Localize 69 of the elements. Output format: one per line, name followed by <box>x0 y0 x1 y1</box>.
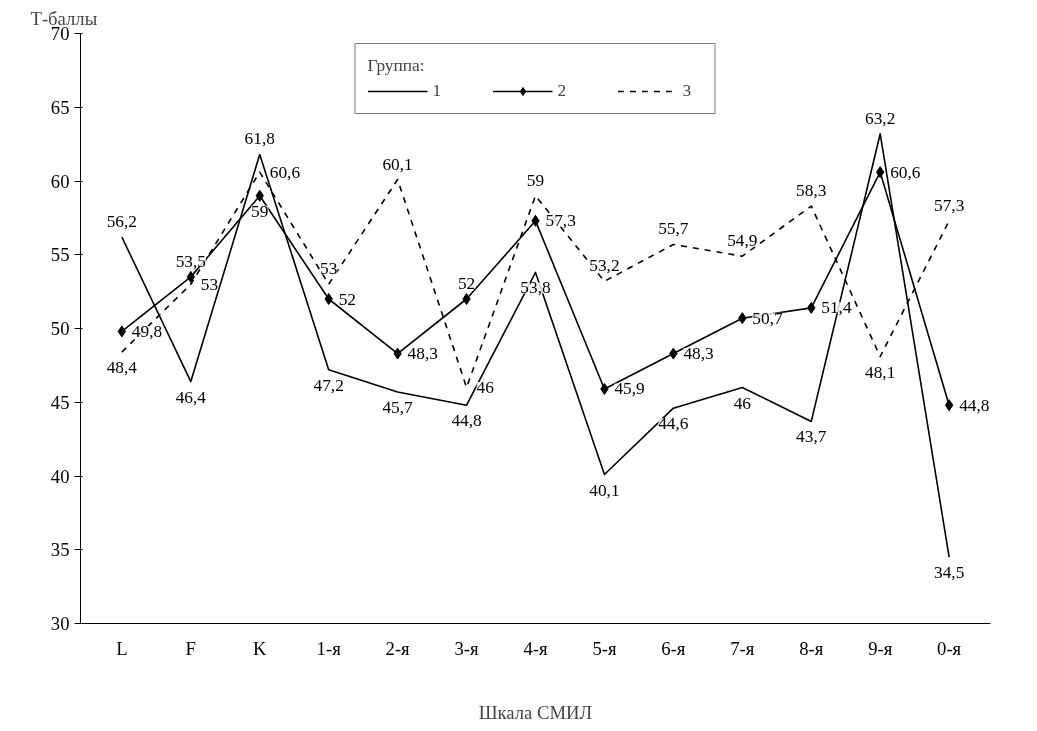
data-label: 53 <box>320 259 338 279</box>
x-tick-label: 3-я <box>454 637 480 659</box>
point <box>462 293 471 305</box>
data-label: 44,6 <box>658 414 689 434</box>
data-label: 60,6 <box>890 162 921 182</box>
y-tick-label: 30 <box>50 613 70 634</box>
data-label: 57,3 <box>933 195 965 215</box>
legend-title: Группа: <box>367 56 426 76</box>
data-label: 58,3 <box>796 181 827 201</box>
legend-label: 1 <box>432 81 443 101</box>
data-label: 61,8 <box>244 129 275 149</box>
data-label: 48,3 <box>683 344 714 364</box>
data-label: 59 <box>526 170 545 190</box>
data-label: 56,2 <box>106 212 138 232</box>
data-label: 53,2 <box>589 256 620 276</box>
point <box>944 399 954 412</box>
legend-label: 3 <box>682 81 693 101</box>
x-tick-label: 9-я <box>868 637 893 659</box>
data-label: 60,1 <box>382 154 413 174</box>
x-axis-title: Шкала СМИЛ <box>478 701 593 723</box>
data-label: 45,7 <box>382 397 414 417</box>
x-tick-label: L <box>116 637 128 659</box>
data-label: 53 <box>200 274 219 294</box>
data-label: 54,9 <box>727 231 758 251</box>
data-label: 55,7 <box>658 219 689 239</box>
x-tick-label: 8-я <box>799 637 824 659</box>
y-tick-label: 55 <box>50 244 70 266</box>
data-label: 43,7 <box>796 427 827 447</box>
x-tick-label: 2-я <box>385 637 411 659</box>
data-label: 48,4 <box>106 358 138 378</box>
data-label: 45,9 <box>614 379 645 399</box>
data-label: 63,2 <box>865 108 896 128</box>
x-tick-label: 6-я <box>661 637 686 659</box>
data-label: 60,6 <box>269 162 301 182</box>
data-label: 51,4 <box>821 298 852 318</box>
data-label: 52 <box>338 289 357 309</box>
y-tick-label: 45 <box>50 391 70 413</box>
data-label: 50,7 <box>752 308 783 328</box>
y-tick-label: 40 <box>50 465 70 487</box>
data-label: 40,1 <box>589 480 620 500</box>
x-tick-label: 5-я <box>592 637 617 659</box>
data-label: 44,8 <box>959 395 990 415</box>
data-label: 48,3 <box>407 344 438 364</box>
data-label: 48,1 <box>865 362 896 382</box>
y-tick-label: 35 <box>50 539 70 561</box>
x-tick-label: 1-я <box>316 637 342 659</box>
data-label: 59 <box>251 201 269 221</box>
x-tick-label: K <box>253 637 268 659</box>
data-label: 34,5 <box>933 563 965 583</box>
point <box>324 293 333 305</box>
x-tick-label: F <box>185 637 197 659</box>
data-label: 57,3 <box>545 211 576 231</box>
y-tick-label: 60 <box>50 170 70 192</box>
data-label: 52 <box>457 274 476 293</box>
data-label: 46,4 <box>175 387 207 407</box>
x-tick-label: 7-я <box>730 637 755 659</box>
data-label: 47,2 <box>313 375 344 395</box>
y-tick-label: 50 <box>50 318 70 339</box>
data-label: 53,8 <box>520 278 551 298</box>
x-tick-label: 0-я <box>937 637 962 659</box>
data-label: 46 <box>733 393 752 413</box>
data-label: 49,8 <box>131 321 163 341</box>
data-label: 53,5 <box>175 251 206 271</box>
x-tick-label: 4-я <box>523 637 548 659</box>
y-tick-label: 65 <box>50 96 70 118</box>
data-label: 44,8 <box>451 411 482 431</box>
data-label: 46 <box>476 378 495 397</box>
legend-label: 2 <box>557 81 568 101</box>
point <box>117 325 127 338</box>
